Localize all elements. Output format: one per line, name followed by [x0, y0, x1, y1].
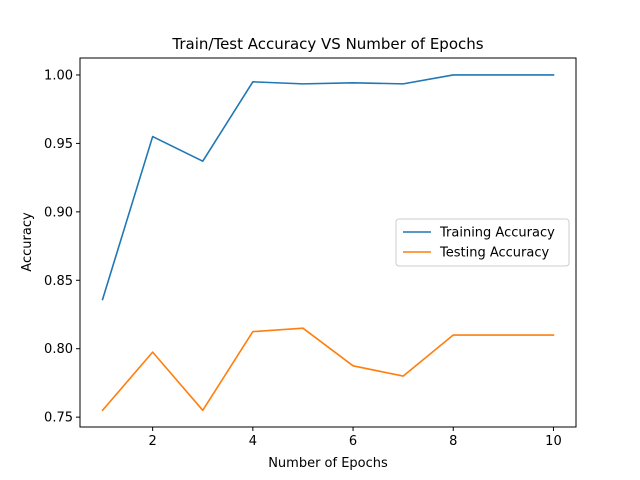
y-axis: 0.75 0.80 0.85 0.90 0.95 1.00	[44, 68, 80, 426]
legend-box	[395, 218, 570, 267]
y-tick-label: 0.80	[44, 342, 73, 357]
series-lines	[101, 74, 555, 412]
plot-area	[79, 57, 577, 428]
legend: Training Accuracy Testing Accuracy	[395, 218, 570, 267]
x-tick-label: 10	[545, 434, 562, 449]
x-axis-label: Number of Epochs	[268, 456, 388, 471]
x-axis: 2 4 6 8 10	[149, 427, 562, 449]
series-line-training	[101, 74, 555, 301]
y-tick-label: 0.95	[44, 137, 73, 152]
x-tick-label: 4	[249, 434, 257, 449]
y-axis-label: Accuracy	[20, 212, 35, 272]
y-tick-label: 0.75	[44, 411, 73, 426]
x-tick-label: 6	[349, 434, 357, 449]
plot-frame	[79, 57, 577, 428]
x-tick-label: 8	[449, 434, 457, 449]
y-tick-label: 0.85	[44, 274, 73, 289]
y-tick-label: 0.90	[44, 205, 73, 220]
chart-title: Train/Test Accuracy VS Number of Epochs	[171, 35, 483, 53]
x-tick-label: 2	[149, 434, 157, 449]
y-tick-label: 1.00	[44, 68, 73, 83]
legend-label: Training Accuracy	[439, 226, 555, 241]
series-line-testing	[101, 327, 555, 412]
legend-label: Testing Accuracy	[439, 246, 549, 261]
